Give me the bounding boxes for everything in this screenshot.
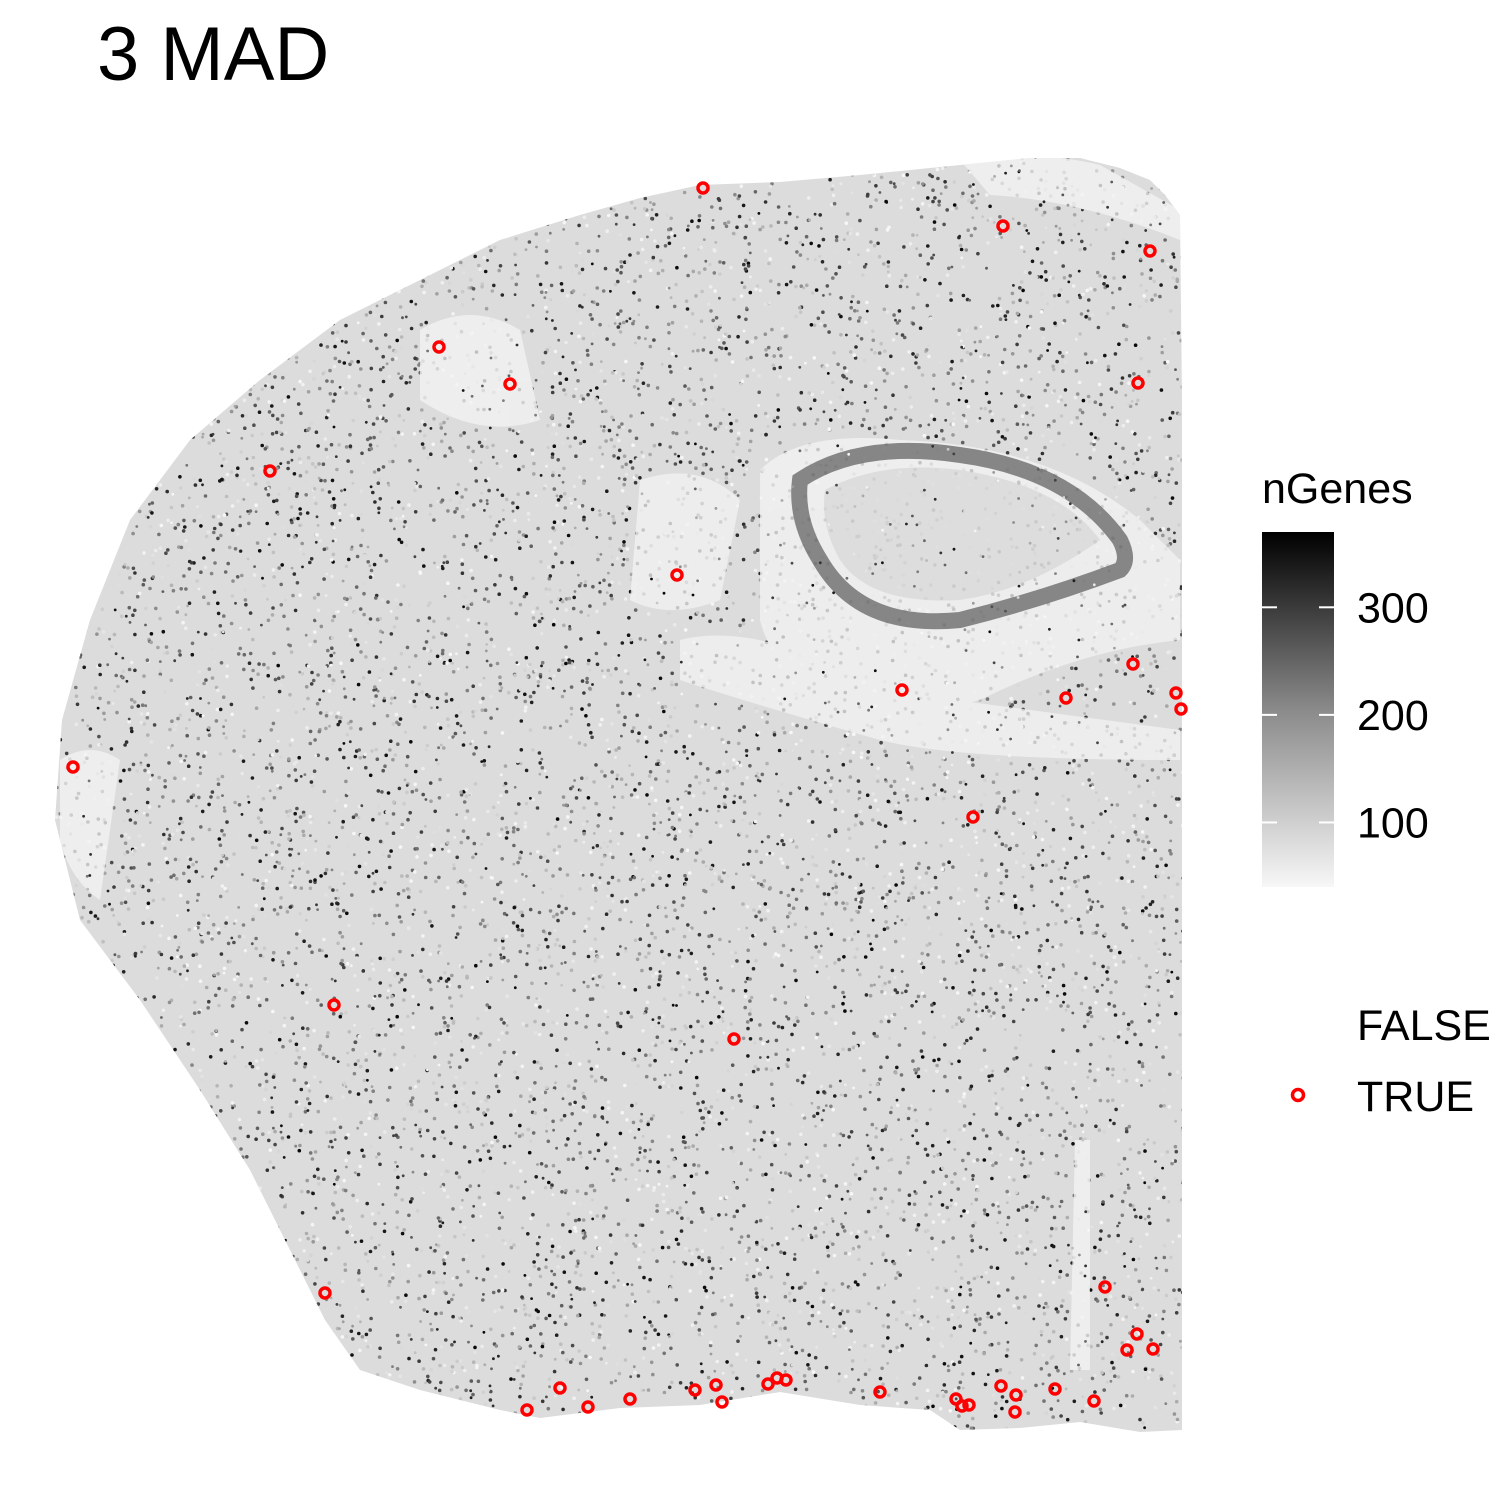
outlier-points (66, 181, 1188, 1419)
outlier-point (1059, 691, 1073, 705)
colorbar-tick-label: 200 (1357, 692, 1429, 740)
outlier-point (1169, 686, 1183, 700)
colorbar-ticks: 100 200 300 (1262, 584, 1429, 847)
outlier-point (1146, 1342, 1160, 1356)
colorbar-tick-label: 100 (1357, 799, 1429, 847)
outlier-point (1130, 1327, 1144, 1341)
outlier-point (1143, 244, 1157, 258)
outlier-point (432, 340, 446, 354)
legend-label-false: FALSE (1357, 1002, 1491, 1050)
outlier-point (994, 1379, 1008, 1393)
colorbar-gradient (1262, 532, 1334, 887)
outlier-point (962, 1398, 976, 1412)
outlier-point (955, 1399, 969, 1413)
outlier-point (318, 1286, 332, 1300)
outlier-point (1087, 1394, 1101, 1408)
outlier-point (1126, 657, 1140, 671)
outlier-point (263, 464, 277, 478)
colorbar-title: nGenes (1262, 465, 1413, 513)
legend-key-true (1290, 1087, 1306, 1103)
outlier-point (873, 1385, 887, 1399)
outlier-point (1120, 1343, 1134, 1357)
legend-label-true: TRUE (1357, 1073, 1474, 1121)
outlier-point (327, 998, 341, 1012)
outlier-point (727, 1032, 741, 1046)
tissue-section (55, 158, 1182, 1432)
outlier-point (966, 810, 980, 824)
chart-title: 3 MAD (97, 12, 329, 97)
outlier-point (503, 377, 517, 391)
outlier-point (715, 1395, 729, 1409)
outlier-point (553, 1381, 567, 1395)
colorbar-legend: nGenes 100 200 300 (1262, 465, 1429, 887)
outlier-point (1131, 376, 1145, 390)
outlier-point (623, 1392, 637, 1406)
outlier-point (696, 181, 710, 195)
outlier-point (581, 1400, 595, 1414)
outlier-point (996, 219, 1010, 233)
hippocampus-band (791, 442, 1133, 630)
outlier-point (688, 1383, 702, 1397)
hippocampus-inner (824, 467, 1100, 601)
outlier-point (779, 1373, 793, 1387)
outlier-point (895, 683, 909, 697)
outlier-point (1098, 1280, 1112, 1294)
outlier-point (1048, 1382, 1062, 1396)
outlier-point (761, 1377, 775, 1391)
outlier-legend: FALSE TRUE (1290, 1002, 1491, 1121)
colorbar-tick-label: 300 (1357, 584, 1429, 632)
tissue-base (55, 158, 1182, 1432)
outlier-point (520, 1403, 534, 1417)
outlier-point (1174, 702, 1188, 716)
outlier-point (1009, 1388, 1023, 1402)
outlier-point (709, 1378, 723, 1392)
outlier-point (670, 568, 684, 582)
outlier-point (1008, 1405, 1022, 1419)
outlier-point (66, 760, 80, 774)
